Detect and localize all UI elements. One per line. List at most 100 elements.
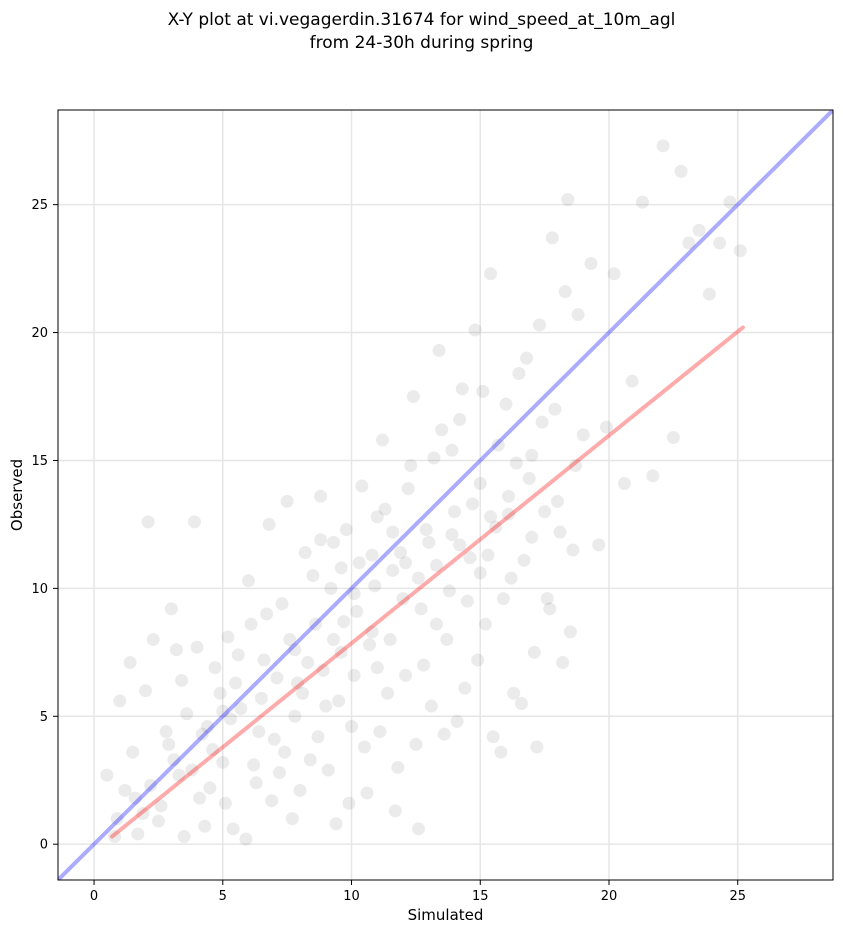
data-point [545, 231, 559, 245]
y-tick-label: 25 [31, 198, 48, 213]
data-point [278, 745, 292, 759]
data-point [427, 451, 441, 465]
data-point [319, 699, 333, 713]
data-point [486, 730, 500, 744]
data-point [247, 758, 261, 772]
data-point [368, 579, 382, 593]
x-tick-label: 15 [472, 889, 489, 904]
data-point [517, 553, 531, 567]
data-point [270, 671, 284, 685]
data-point [656, 139, 670, 153]
data-point [218, 796, 232, 810]
data-point [352, 556, 366, 570]
data-point [332, 694, 346, 708]
data-point [527, 645, 541, 659]
x-tick-label: 5 [219, 889, 227, 904]
data-point [476, 384, 490, 398]
data-point [249, 776, 263, 790]
data-point [401, 482, 415, 496]
data-point [110, 812, 124, 826]
data-point [126, 745, 140, 759]
x-tick-label: 25 [729, 889, 746, 904]
data-point [205, 743, 219, 757]
data-point [224, 712, 238, 726]
data-point [213, 686, 227, 700]
data-point [666, 430, 680, 444]
data-point [530, 740, 544, 754]
data-point [239, 832, 253, 846]
data-point [419, 523, 433, 537]
data-point [203, 781, 217, 795]
points-group [58, 110, 833, 880]
data-point [113, 694, 127, 708]
data-point [198, 819, 212, 833]
data-point [164, 602, 178, 616]
data-point [388, 804, 402, 818]
data-point [139, 684, 153, 698]
data-point [169, 643, 183, 657]
data-point [437, 727, 451, 741]
data-point [298, 546, 312, 560]
data-point [370, 661, 384, 675]
data-point [674, 164, 688, 178]
data-point [257, 653, 271, 667]
data-point [481, 548, 495, 562]
data-point [262, 517, 276, 531]
chart-title-line-1: X-Y plot at vi.vegagerdin.31674 for wind… [167, 10, 676, 30]
data-point [592, 538, 606, 552]
data-point [576, 428, 590, 442]
data-point [499, 397, 513, 411]
data-point [337, 615, 351, 629]
data-point [525, 448, 539, 462]
data-point [345, 720, 359, 734]
data-point [411, 822, 425, 836]
data-point [100, 768, 114, 782]
data-point [131, 827, 145, 841]
data-point [275, 597, 289, 611]
data-point [489, 520, 503, 534]
data-point [538, 505, 552, 519]
data-point [424, 699, 438, 713]
data-point [267, 732, 281, 746]
data-point [453, 413, 467, 427]
data-point [260, 607, 274, 621]
data-point [617, 476, 631, 490]
data-point [229, 676, 243, 690]
data-point [435, 423, 449, 437]
data-point [682, 236, 696, 250]
x-axis-label: Simulated [408, 906, 484, 924]
data-point [386, 563, 400, 577]
data-point [321, 763, 335, 777]
data-point [154, 799, 168, 813]
data-point [221, 630, 235, 644]
data-point [193, 791, 207, 805]
one-to-one-line [58, 110, 833, 880]
data-point [151, 814, 165, 828]
data-point [399, 556, 413, 570]
data-point [293, 783, 307, 797]
data-point [445, 443, 459, 457]
data-point [365, 625, 379, 639]
data-point [301, 656, 315, 670]
data-point [445, 528, 459, 542]
data-point [571, 308, 585, 322]
data-point [460, 594, 474, 608]
data-point [162, 737, 176, 751]
data-point [314, 533, 328, 547]
data-point [458, 681, 472, 695]
data-point [525, 530, 539, 544]
data-point [478, 617, 492, 631]
data-point [231, 648, 245, 662]
x-tick-label: 20 [601, 889, 618, 904]
data-point [190, 640, 204, 654]
data-point [569, 459, 583, 473]
data-point [450, 714, 464, 728]
data-point [244, 617, 258, 631]
data-point [123, 656, 137, 670]
data-point [484, 267, 498, 281]
data-point [409, 737, 423, 751]
data-point [514, 696, 528, 710]
data-point [692, 223, 706, 237]
data-point [252, 725, 266, 739]
data-point [355, 479, 369, 493]
